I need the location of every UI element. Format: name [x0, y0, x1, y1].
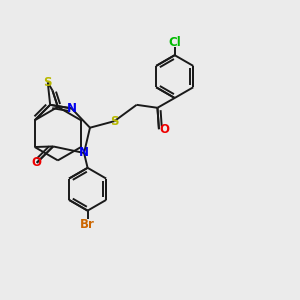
Text: N: N	[79, 146, 89, 160]
Text: O: O	[159, 123, 169, 136]
Text: S: S	[44, 76, 52, 89]
Text: Br: Br	[80, 218, 95, 231]
Text: Cl: Cl	[168, 36, 181, 49]
Text: S: S	[110, 115, 118, 128]
Text: N: N	[67, 102, 76, 115]
Text: O: O	[32, 156, 42, 169]
